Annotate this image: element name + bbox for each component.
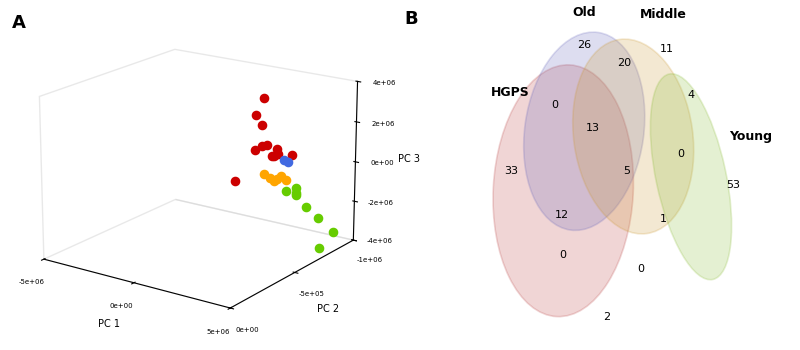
Text: HGPS: HGPS [491,86,530,99]
Text: 26: 26 [577,41,591,50]
Text: 5: 5 [622,167,630,176]
Text: 1: 1 [659,214,666,224]
Text: Young: Young [729,130,772,143]
Text: 53: 53 [726,181,740,190]
Text: 13: 13 [586,123,600,133]
Text: 0: 0 [677,149,684,159]
Y-axis label: PC 2: PC 2 [318,304,339,314]
X-axis label: PC 1: PC 1 [98,319,121,329]
Text: 11: 11 [659,44,674,54]
Text: 33: 33 [504,167,518,176]
Text: 20: 20 [618,58,631,68]
Text: Old: Old [573,6,596,19]
Text: 0: 0 [637,265,644,274]
Text: A: A [12,14,26,32]
Text: 2: 2 [603,312,610,322]
Text: Middle: Middle [639,7,686,21]
Ellipse shape [573,39,694,234]
Text: B: B [404,10,418,28]
Text: 12: 12 [554,210,569,220]
Text: 4: 4 [687,90,694,99]
Text: 0: 0 [560,251,566,260]
Ellipse shape [524,32,645,230]
Text: 0: 0 [551,100,558,110]
Ellipse shape [650,74,732,280]
Ellipse shape [493,65,634,317]
